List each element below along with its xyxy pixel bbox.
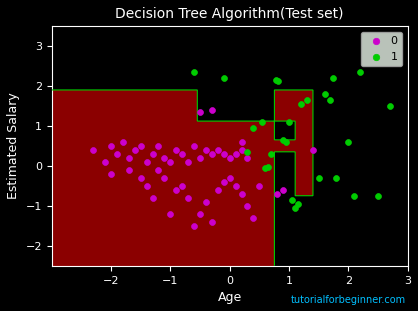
1 [275,79,282,84]
0 [173,188,180,193]
0 [220,151,227,156]
1 [315,175,322,180]
0 [161,156,168,160]
1 [351,193,357,198]
0 [238,192,245,197]
Legend: 0, 1: 0, 1 [361,32,402,66]
0 [203,147,209,152]
1 [321,92,328,97]
0 [143,160,150,165]
1 [386,104,393,109]
0 [155,144,162,149]
1 [273,78,279,83]
0 [138,175,144,180]
1 [244,150,251,155]
0 [196,211,203,216]
1 [280,137,286,142]
0 [179,183,186,188]
0 [244,203,251,208]
0 [214,147,221,152]
1 [288,197,295,202]
1 [220,76,227,81]
0 [256,183,263,188]
0 [90,147,97,152]
0 [226,156,233,160]
1 [298,102,304,107]
0 [149,151,156,156]
0 [161,175,168,180]
1 [333,175,340,180]
Y-axis label: Estimated Salary: Estimated Salary [7,93,20,199]
0 [209,151,215,156]
1 [303,98,310,103]
0 [108,144,115,149]
0 [232,151,239,156]
1 [357,70,364,75]
0 [238,147,245,152]
1 [191,70,197,75]
0 [114,151,120,156]
0 [102,160,108,165]
1 [262,165,269,170]
0 [125,156,132,160]
1 [265,164,272,169]
0 [191,223,197,228]
1 [291,205,298,210]
0 [280,188,286,193]
0 [191,144,197,149]
1 [268,151,275,156]
0 [143,183,150,188]
0 [155,168,162,173]
0 [309,147,316,152]
0 [250,216,257,220]
0 [138,144,144,149]
0 [125,168,132,173]
0 [232,183,239,188]
0 [131,147,138,152]
1 [330,76,337,81]
0 [238,140,245,145]
0 [214,188,221,193]
0 [173,147,180,152]
0 [196,156,203,160]
0 [120,140,126,145]
Text: tutorialforbeginner.com: tutorialforbeginner.com [291,295,405,305]
0 [274,192,280,197]
0 [185,195,191,200]
1 [285,120,292,125]
0 [209,219,215,224]
1 [250,126,257,131]
0 [149,195,156,200]
1 [283,140,289,145]
0 [209,108,215,113]
0 [185,160,191,165]
0 [108,171,115,176]
Title: Decision Tree Algorithm(Test set): Decision Tree Algorithm(Test set) [115,7,344,21]
0 [167,160,173,165]
1 [345,140,352,145]
0 [167,211,173,216]
0 [220,179,227,184]
0 [244,156,251,160]
0 [196,109,203,114]
0 [226,175,233,180]
1 [327,98,334,103]
1 [375,193,381,198]
1 [295,202,301,207]
0 [179,151,186,156]
0 [203,199,209,204]
1 [259,120,265,125]
X-axis label: Age: Age [217,291,242,304]
